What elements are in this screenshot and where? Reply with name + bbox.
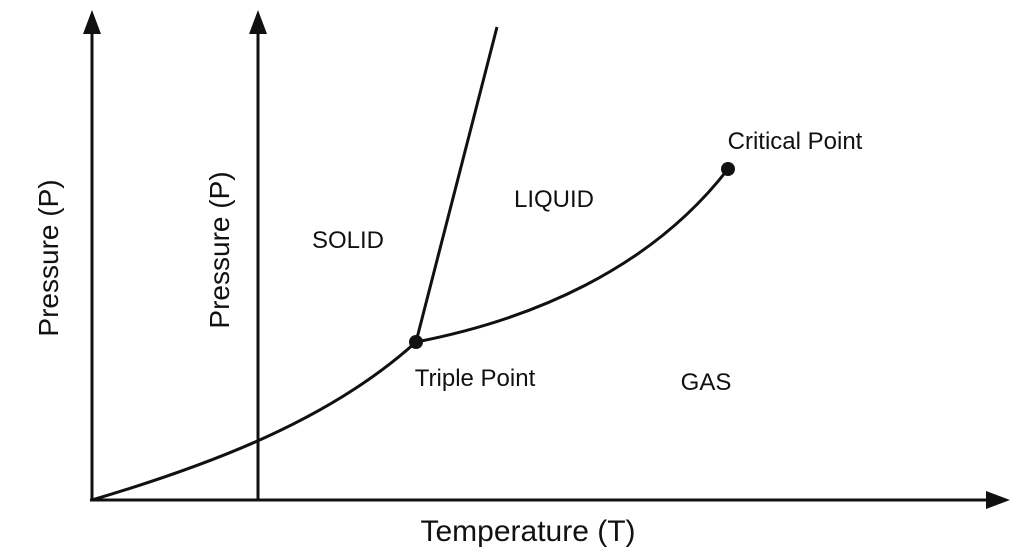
x-axis-arrowhead	[986, 491, 1010, 509]
region-label-liquid: LIQUID	[514, 186, 594, 213]
y-axis-outer-arrowhead	[83, 10, 101, 34]
x-axis-label: Temperature (T)	[420, 515, 635, 548]
melting-curve	[414, 26, 499, 343]
sublimation-curve	[91, 340, 418, 502]
y-axis-inner-arrowhead	[249, 10, 267, 34]
region-label-gas: GAS	[681, 369, 732, 396]
region-label-solid: SOLID	[312, 227, 384, 254]
vaporization-curve	[415, 168, 730, 344]
y-axis-inner-label: Pressure (P)	[204, 171, 235, 328]
critical-point-label: Critical Point	[728, 128, 863, 155]
triple-point-label: Triple Point	[415, 365, 536, 392]
critical-point-marker	[721, 162, 735, 176]
y-axis-outer-label: Pressure (P)	[33, 179, 64, 336]
triple-point-marker	[409, 335, 423, 349]
